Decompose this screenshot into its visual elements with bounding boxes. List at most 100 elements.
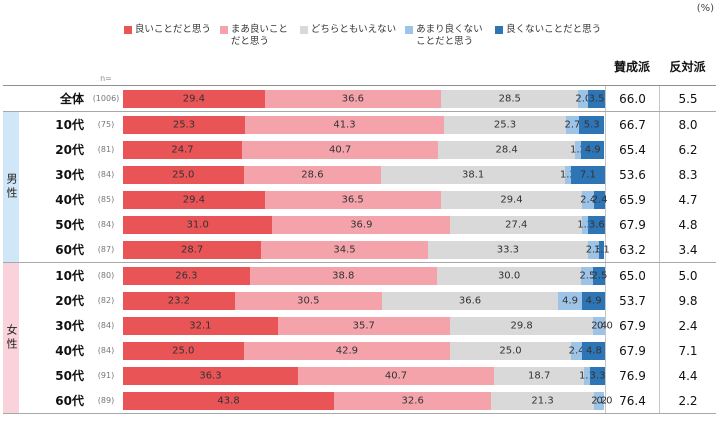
row-label: 10代 <box>55 269 84 283</box>
row-sample-size: (80) <box>97 271 115 280</box>
segment-value: 29.4 <box>500 194 523 205</box>
agree-value: 67.9 <box>605 212 659 237</box>
bar-segment: 36.5 <box>264 190 441 209</box>
segment-value: 25.3 <box>172 119 196 130</box>
segment-value: 23.2 <box>167 295 191 306</box>
row-label: 全体 <box>59 92 84 106</box>
segment-value: 30.5 <box>297 295 320 306</box>
bar-segment: 42.9 <box>243 341 451 360</box>
legend-swatch-icon <box>219 26 228 34</box>
row-label: 10代 <box>55 118 84 132</box>
bar-segment: 30.5 <box>234 291 382 310</box>
bar-segment: 25.3 <box>444 115 566 134</box>
segment-value: 4.8 <box>585 345 602 356</box>
bar-segment: 33.3 <box>427 240 589 259</box>
segment-value: 40.7 <box>328 144 352 155</box>
bar-segment: 2.2 <box>591 391 608 410</box>
bar-segment: 7.1 <box>570 165 605 184</box>
table-row: 全体 (1006) 29.4 36.6 28.5 2.0 3.5 66.0 5.5 <box>19 86 716 111</box>
bar-segment: 29.8 <box>449 316 594 335</box>
bar-segment: 2.4 <box>592 190 608 209</box>
segment-value: 28.5 <box>498 93 521 104</box>
table-row: 40代 (84) 25.0 42.9 25.0 2.4 4.8 67.9 7.1 <box>19 338 716 363</box>
unit-label: (%) <box>696 3 714 14</box>
row-sample-size: (84) <box>97 170 115 179</box>
bar-segment: 1.2 <box>577 215 593 234</box>
row-sample-size: (84) <box>97 220 115 229</box>
bar-segment: 28.6 <box>243 165 382 184</box>
segment-value: 36.3 <box>199 370 222 381</box>
segment-value: 36.6 <box>458 295 482 306</box>
agree-value: 53.6 <box>605 162 659 187</box>
row-label: 40代 <box>55 344 84 358</box>
bar-segment: 18.7 <box>494 366 585 385</box>
oppose-value: 8.3 <box>659 162 716 187</box>
chart-body: 全体 (1006) 29.4 36.6 28.5 2.0 3.5 66.0 5.5 男性 10代 (7… <box>3 86 716 414</box>
bar-segment: 31.0 <box>123 215 273 234</box>
agree-value: 66.0 <box>605 86 659 111</box>
group-rows: 全体 (1006) 29.4 36.6 28.5 2.0 3.5 66.0 5.5 <box>19 86 716 111</box>
bar-segment: 4.9 <box>581 291 606 310</box>
group-label: 男性 <box>5 173 18 201</box>
oppose-value: 4.4 <box>659 363 716 388</box>
row-label: 30代 <box>55 168 84 182</box>
segment-value: 31.0 <box>186 219 209 230</box>
stacked-bar: 43.8 32.6 21.3 2.2 0.0 <box>123 391 612 410</box>
segment-value: 35.7 <box>352 320 375 331</box>
segment-value: 5.3 <box>583 119 600 130</box>
bar-segment: 2.4 <box>568 341 585 360</box>
table-row: 20代 (81) 24.7 40.7 28.4 1.2 4.9 65.4 6.2 <box>19 137 716 162</box>
legend-item-label: 良いことだと思う <box>134 24 211 35</box>
agree-value: 67.9 <box>605 338 659 363</box>
segment-value: 2.5 <box>591 270 608 281</box>
segment-value: 2.4 <box>568 345 585 356</box>
segment-value: 34.5 <box>333 244 356 255</box>
bar-segment: 2.4 <box>591 316 607 335</box>
segment-value: 2.2 <box>591 395 608 406</box>
table-row: 10代 (80) 26.3 38.8 30.0 2.5 2.5 65.0 5.0 <box>19 263 716 288</box>
segment-value: 1.2 <box>570 144 586 155</box>
oppose-value: 9.8 <box>659 288 716 313</box>
male-group-section: 男性 10代 (75) 25.3 41.3 25.3 2.7 5.3 66.7 8.0 20代 (81… <box>3 112 716 263</box>
bar-segment: 21.3 <box>491 391 594 410</box>
bar-segment: 40.7 <box>242 140 439 159</box>
stacked-bar: 23.2 30.5 36.6 4.9 4.9 <box>123 291 606 310</box>
row-label: 50代 <box>55 218 84 232</box>
row-label: 50代 <box>55 369 84 383</box>
bar-segment: 36.6 <box>381 291 559 310</box>
segment-value: 25.3 <box>493 119 517 130</box>
segment-value: 26.3 <box>175 270 198 281</box>
legend-swatch-icon <box>495 26 504 34</box>
segment-value: 3.5 <box>588 93 605 104</box>
stacked-bar: 36.3 40.7 18.7 1.1 3.3 <box>123 366 606 385</box>
female-group-section: 女性 10代 (80) 26.3 38.8 30.0 2.5 2.5 65.0 5.0 20代 (82… <box>3 263 716 414</box>
segment-value: 4.9 <box>584 144 601 155</box>
stacked-bar: 32.1 35.7 29.8 2.4 0.0 <box>123 316 613 335</box>
row-sample-size: (87) <box>97 245 115 254</box>
bar-segment: 28.5 <box>441 89 579 108</box>
bar-segment: 3.5 <box>588 89 605 108</box>
bar-segment: 23.2 <box>123 291 235 310</box>
group-label: 女性 <box>5 324 18 352</box>
legend-swatch-icon <box>123 26 132 34</box>
oppose-value: 5.0 <box>659 263 716 288</box>
segment-value: 29.8 <box>510 320 533 331</box>
bar-segment: 30.0 <box>436 266 582 285</box>
bar-segment: 28.4 <box>438 140 576 159</box>
oppose-value: 4.8 <box>659 212 716 237</box>
bar-segment: 25.0 <box>123 341 244 360</box>
bar-segment: 2.0 <box>575 89 591 108</box>
segment-value: 43.8 <box>217 395 240 406</box>
stacked-bar: 25.0 42.9 25.0 2.4 4.8 <box>123 341 606 360</box>
oppose-value: 6.2 <box>659 137 716 162</box>
segment-value: 28.6 <box>301 169 324 180</box>
row-label: 40代 <box>55 193 84 207</box>
stacked-bar: 25.3 41.3 25.3 2.7 5.3 <box>123 115 605 134</box>
table-row: 60代 (87) 28.7 34.5 33.3 2.3 1.1 63.2 3.4 <box>19 237 716 262</box>
row-sample-size: (89) <box>97 396 115 405</box>
oppose-value: 4.7 <box>659 187 716 212</box>
row-sample-size: (84) <box>97 346 115 355</box>
row-sample-size: (75) <box>97 120 115 129</box>
agree-value: 63.2 <box>605 237 659 262</box>
oppose-value: 2.2 <box>659 388 716 413</box>
